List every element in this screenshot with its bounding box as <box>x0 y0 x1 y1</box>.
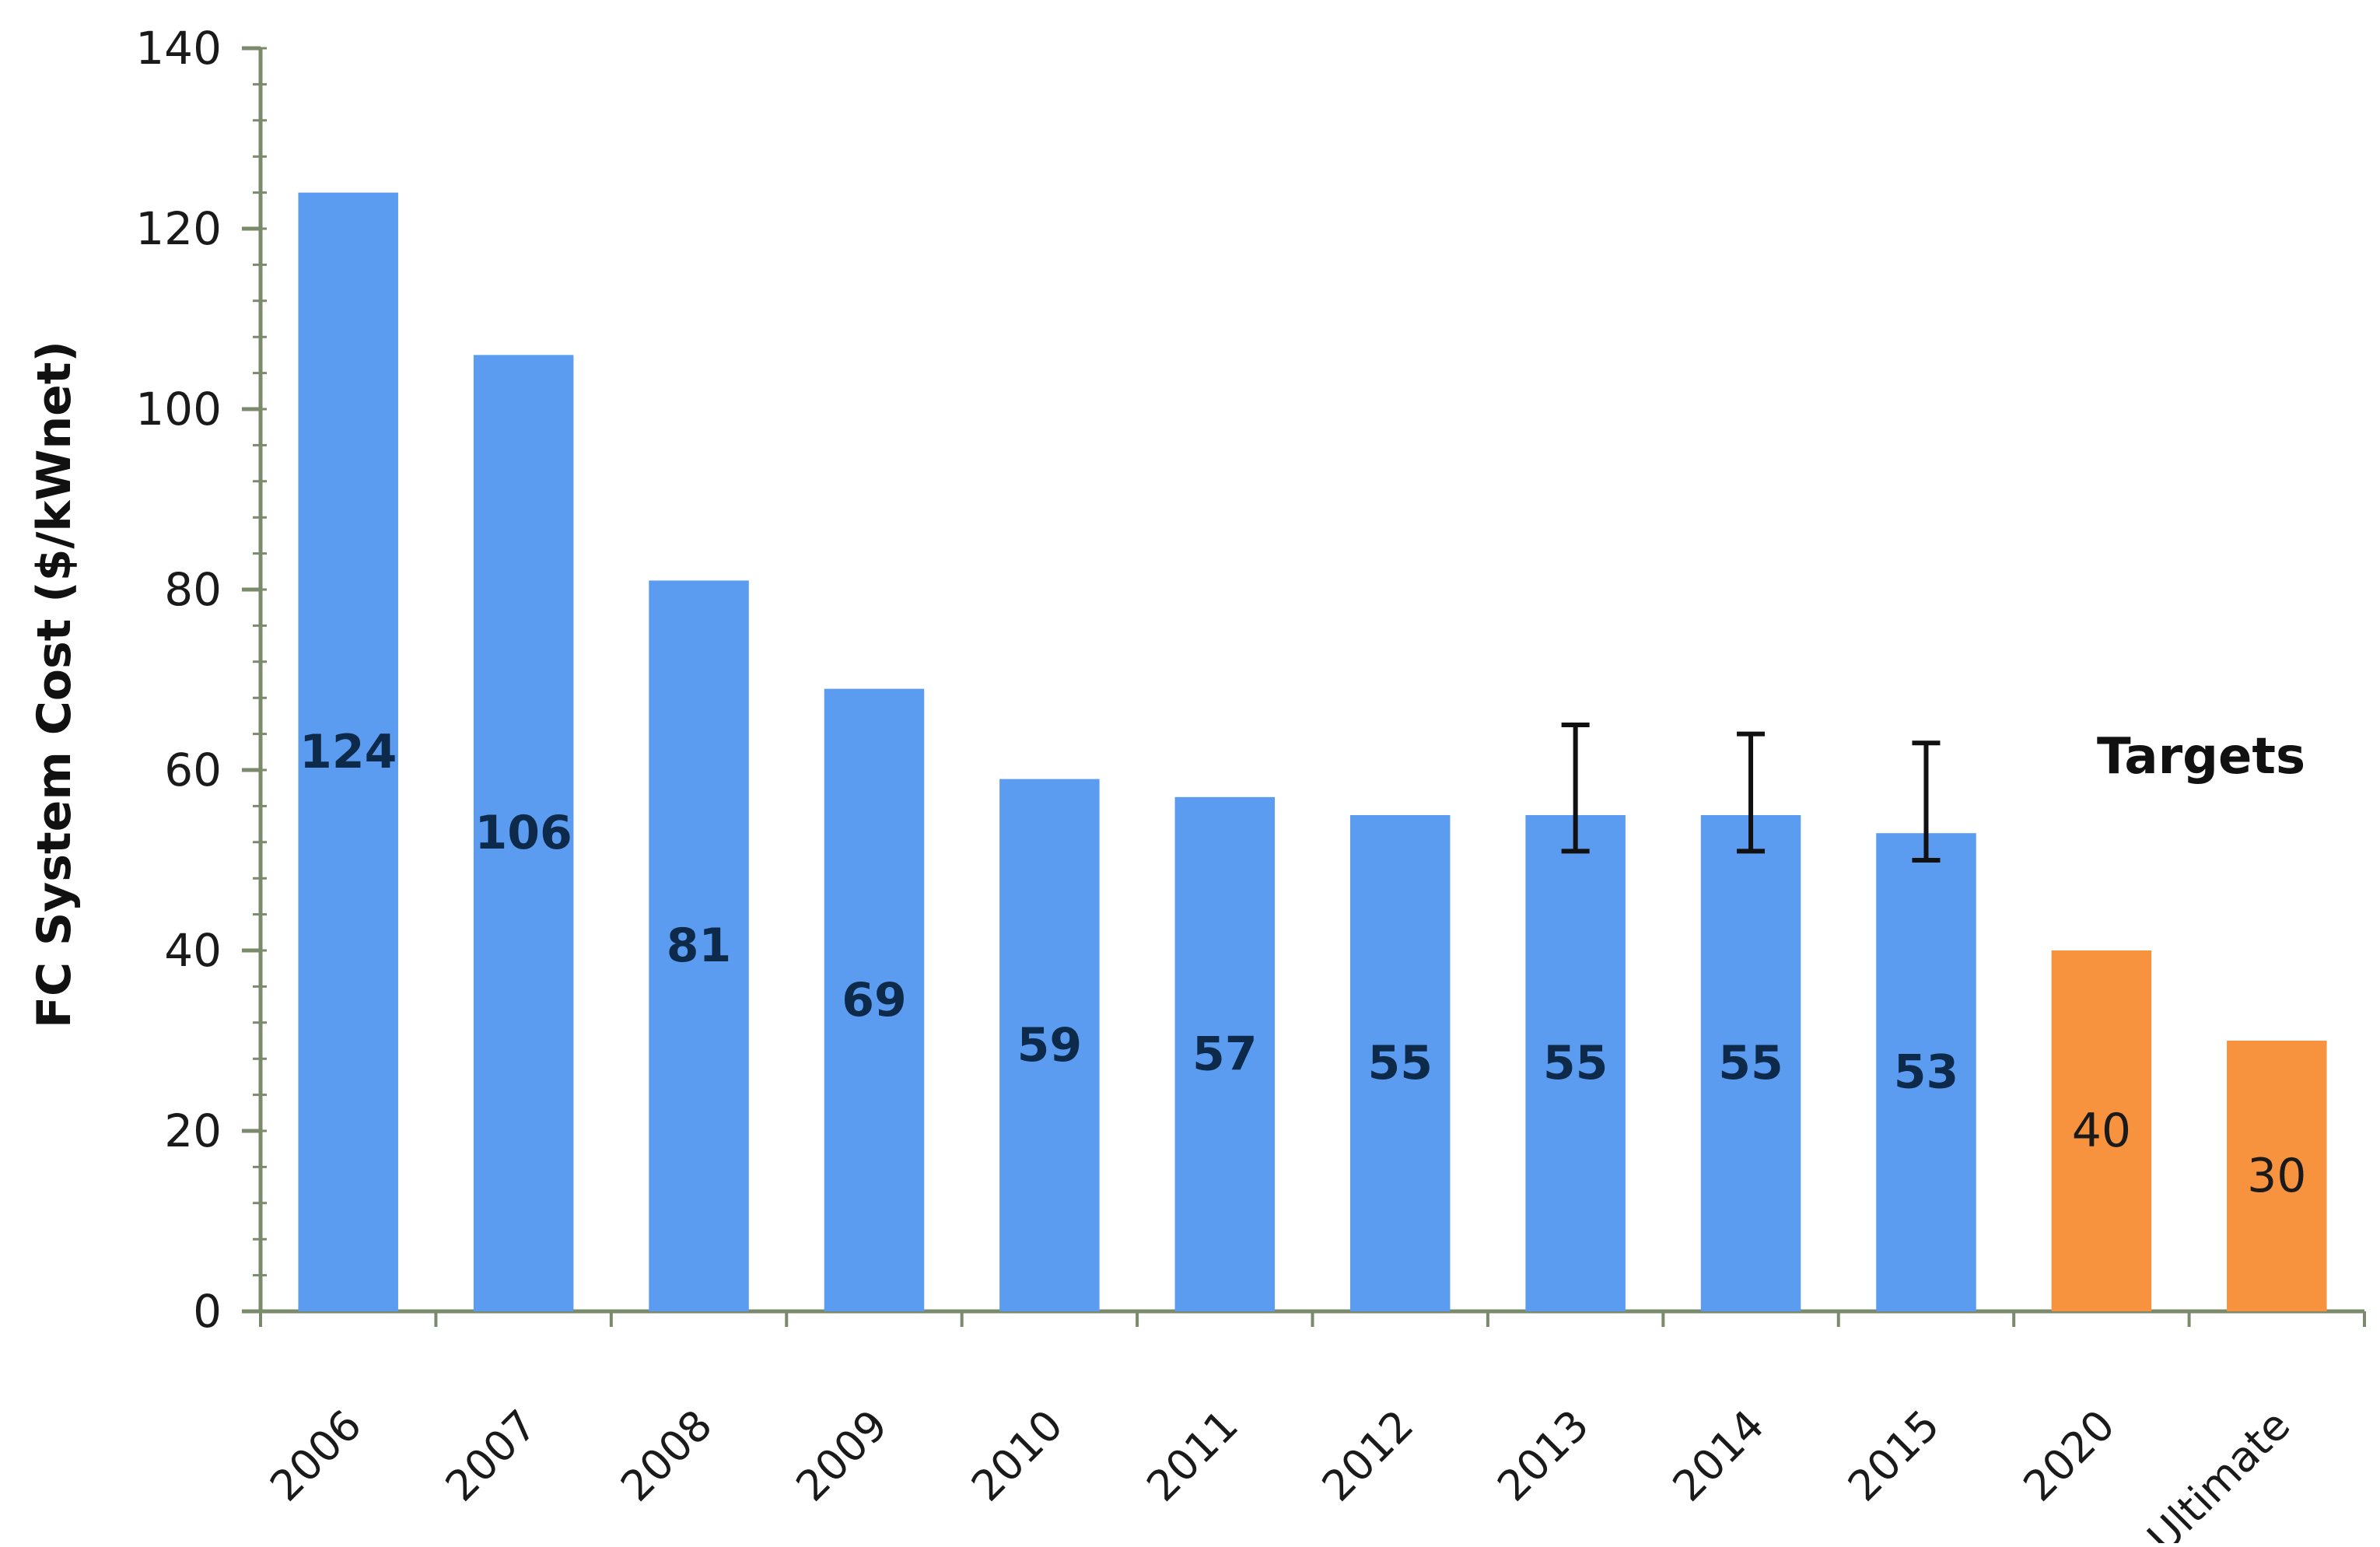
bar-value-label: 59 <box>1017 1018 1083 1073</box>
bar-value-label: 106 <box>475 806 572 860</box>
x-tick-label: 2013 <box>1488 1401 1598 1511</box>
x-tick-label: 2011 <box>1137 1401 1248 1511</box>
axes: 0 20 40 60 80 100 120 140 2006 2007 2008 2009 2010 20… <box>135 22 2366 1547</box>
bar <box>1349 815 1451 1311</box>
bar <box>1174 796 1276 1311</box>
y-tick-label: 60 <box>164 744 222 796</box>
bar <box>1525 815 1626 1311</box>
y-axis-title: FC System Cost ($/kWnet) <box>27 341 82 1028</box>
bar-value-label: 57 <box>1192 1027 1258 1081</box>
bar <box>1700 815 1801 1311</box>
bar <box>999 779 1100 1311</box>
y-tick-label: 120 <box>135 202 222 255</box>
bar-value-label: 55 <box>1367 1036 1433 1090</box>
x-tick-label: 2020 <box>2014 1401 2124 1511</box>
x-tick-label: 2012 <box>1313 1401 1423 1511</box>
x-tick-label: 2006 <box>261 1401 371 1511</box>
x-tick-label: Ultimate <box>2138 1401 2300 1543</box>
x-tick-label: 2014 <box>1664 1401 1774 1511</box>
bar-value-label: 69 <box>842 973 907 1027</box>
bar-value-label: 55 <box>1718 1036 1783 1090</box>
x-tick-label: 2008 <box>611 1401 722 1511</box>
x-tick-label: 2009 <box>786 1401 897 1511</box>
bar <box>649 580 749 1311</box>
bar-value-label: 40 <box>2072 1104 2131 1158</box>
bar-value-label: 30 <box>2247 1149 2306 1203</box>
bar <box>824 688 925 1311</box>
x-tick-label: 2007 <box>436 1401 547 1511</box>
y-tick-label: 0 <box>193 1285 222 1338</box>
bar <box>473 355 574 1311</box>
bars <box>298 192 2327 1312</box>
y-tick-label: 20 <box>164 1104 222 1157</box>
x-tick-label: 2010 <box>962 1401 1073 1511</box>
y-tick-label: 80 <box>164 563 222 616</box>
data-labels: 124 106 81 69 59 57 55 55 55 53 40 30 <box>299 725 2306 1203</box>
error-bars <box>1561 723 1941 863</box>
bar <box>1876 833 1976 1311</box>
bar-value-label: 81 <box>667 919 732 973</box>
y-tick-label: 140 <box>135 22 222 75</box>
y-tick-label: 100 <box>135 383 222 436</box>
bar <box>2227 1041 2327 1311</box>
bar <box>2051 950 2152 1311</box>
bar-value-label: 55 <box>1543 1036 1608 1090</box>
bar <box>298 192 398 1312</box>
targets-annotation: Targets <box>2097 728 2305 786</box>
x-tick-label: 2015 <box>1839 1401 1949 1511</box>
bar-value-label: 124 <box>299 725 397 779</box>
y-tick-label: 40 <box>164 924 222 977</box>
bar-value-label: 53 <box>1894 1045 1959 1100</box>
